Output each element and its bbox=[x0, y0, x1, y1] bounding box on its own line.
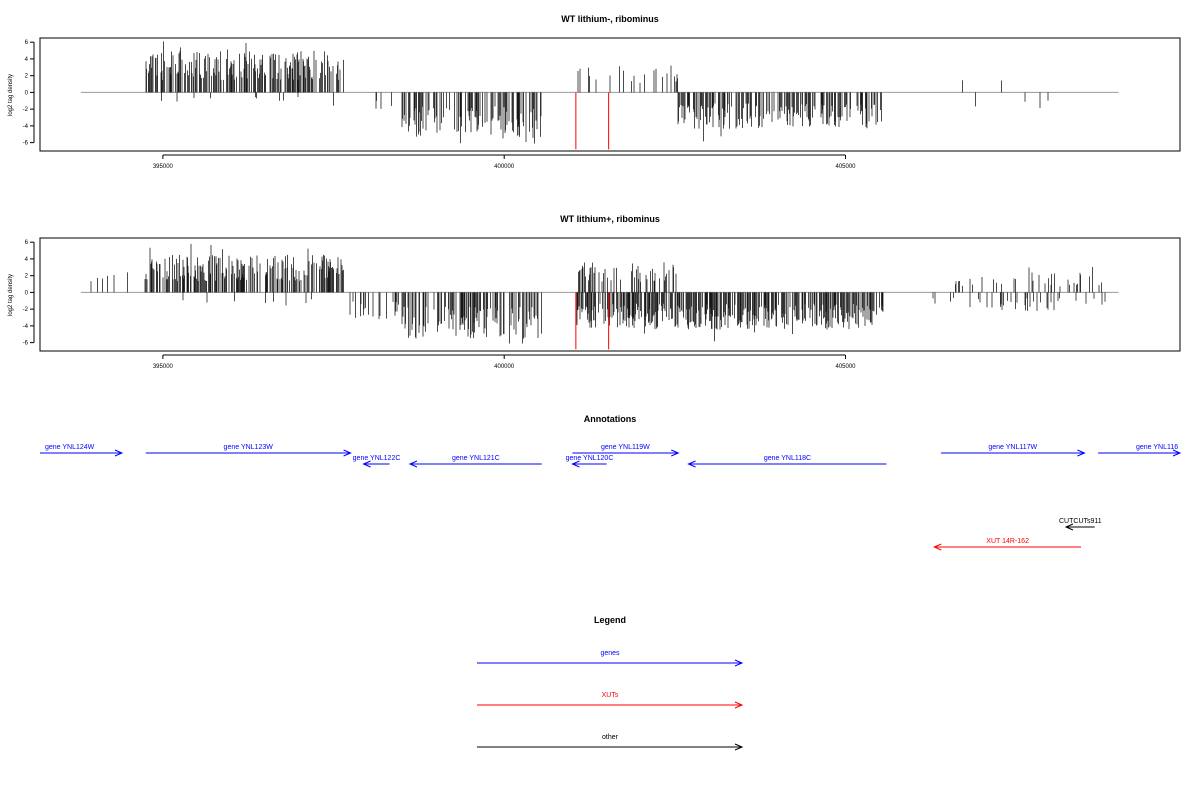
feature-label: gene YNL117W bbox=[988, 444, 1037, 451]
x-tick-label: 405000 bbox=[835, 164, 856, 170]
legend-label: XUTs bbox=[602, 692, 619, 699]
y-tick-label: 2 bbox=[25, 74, 29, 80]
annotation-feature: gene YNL123W bbox=[145, 444, 352, 457]
annotation-feature: gene YNL121C bbox=[408, 455, 542, 468]
marker-lines bbox=[575, 92, 610, 150]
y-axis: -6 -4 -2 0 2 4 6 bbox=[23, 40, 35, 147]
x-tick-label: 395000 bbox=[153, 164, 174, 170]
annotation-feature: XUT 14R-162 bbox=[932, 538, 1082, 551]
annotation-feature: gene YNL118C bbox=[687, 455, 887, 468]
feature-label: gene YNL120C bbox=[566, 455, 614, 462]
feature-arrowhead bbox=[343, 449, 352, 457]
panel-title: WT lithium+, ribominus bbox=[560, 214, 660, 224]
annotation-feature: gene YNL117W bbox=[941, 444, 1086, 457]
feature-arrowhead bbox=[114, 449, 124, 457]
y-axis-label: log2 tag density bbox=[8, 74, 14, 116]
y-tick-label: 6 bbox=[25, 240, 29, 246]
feature-arrowhead bbox=[1077, 449, 1086, 457]
y-tick-label: -6 bbox=[23, 341, 29, 347]
feature-arrowhead bbox=[671, 449, 680, 457]
annotation-feature: gene YNL116 bbox=[1098, 444, 1182, 457]
legend-label: other bbox=[602, 734, 619, 741]
feature-label: gene YNL116 bbox=[1136, 444, 1178, 451]
density-bars bbox=[80, 243, 1119, 344]
y-tick-label: 4 bbox=[25, 57, 29, 63]
feature-arrowhead bbox=[1064, 523, 1074, 531]
annotation-feature: CUTCUTs911 bbox=[1059, 518, 1102, 531]
legend-arrowhead bbox=[734, 659, 744, 667]
feature-label: CUTCUTs911 bbox=[1059, 518, 1102, 525]
plot-frame bbox=[39, 37, 1181, 152]
panel-title: WT lithium-, ribominus bbox=[561, 14, 659, 24]
y-tick-label: 0 bbox=[25, 290, 29, 296]
legend-arrowhead bbox=[734, 743, 744, 751]
legend-label: genes bbox=[600, 650, 620, 657]
plot-frame bbox=[39, 237, 1181, 352]
y-tick-label: -6 bbox=[23, 141, 29, 147]
x-tick-label: 405000 bbox=[835, 364, 856, 370]
density-bars bbox=[80, 41, 1119, 144]
feature-label: gene YNL123W bbox=[224, 444, 274, 451]
annotation-feature: gene YNL122C bbox=[353, 455, 401, 468]
y-tick-label: 4 bbox=[25, 257, 29, 263]
panel-lithium-minus: WT lithium-, ribominus log2 tag density … bbox=[8, 14, 1181, 170]
marker-lines bbox=[575, 292, 610, 350]
legend-items: genes XUTs other bbox=[477, 650, 744, 751]
y-tick-label: -2 bbox=[23, 307, 29, 313]
y-tick-label: -4 bbox=[23, 124, 29, 130]
legend-item: genes bbox=[477, 650, 744, 667]
y-tick-label: 2 bbox=[25, 274, 29, 280]
y-tick-label: -2 bbox=[23, 107, 29, 113]
annotation-feature: gene YNL119W bbox=[572, 444, 680, 457]
feature-arrowhead bbox=[1172, 449, 1182, 457]
annotation-features: gene YNL124W gene YNL123W gene YNL122C gene… bbox=[40, 444, 1182, 551]
panel-lithium-plus: WT lithium+, ribominus log2 tag density … bbox=[8, 214, 1181, 370]
y-tick-label: -4 bbox=[23, 324, 29, 330]
feature-arrowhead bbox=[408, 460, 418, 468]
x-tick-label: 395000 bbox=[153, 364, 174, 370]
annotation-feature: gene YNL120C bbox=[566, 455, 614, 468]
feature-arrowhead bbox=[362, 460, 371, 468]
legend-item: other bbox=[477, 734, 744, 751]
feature-arrowhead bbox=[687, 460, 696, 468]
feature-arrowhead bbox=[571, 460, 580, 468]
x-axis: 395000 400000 405000 bbox=[153, 354, 856, 370]
annotations-track: Annotations gene YNL124W gene YNL123Wgene… bbox=[40, 414, 1182, 551]
feature-label: gene YNL122C bbox=[353, 455, 401, 462]
feature-arrowhead bbox=[932, 543, 942, 551]
y-tick-label: 0 bbox=[25, 90, 29, 96]
x-axis: 395000 400000 405000 bbox=[153, 154, 856, 170]
feature-label: gene YNL118C bbox=[764, 455, 811, 462]
x-tick-label: 400000 bbox=[494, 164, 515, 170]
feature-label: gene YNL121C bbox=[452, 455, 500, 462]
legend-arrowhead bbox=[734, 701, 744, 709]
feature-label: gene YNL119W bbox=[601, 444, 650, 451]
annotations-title: Annotations bbox=[584, 414, 637, 424]
y-tick-label: 6 bbox=[25, 40, 29, 46]
legend-title: Legend bbox=[594, 615, 626, 625]
y-axis-label: log2 tag density bbox=[8, 274, 14, 316]
feature-label: gene YNL124W bbox=[45, 444, 95, 451]
annotation-feature: gene YNL124W bbox=[40, 444, 124, 457]
feature-label: XUT 14R-162 bbox=[986, 538, 1029, 545]
y-axis: -6 -4 -2 0 2 4 6 bbox=[23, 240, 35, 347]
legend: Legend genes XUTs other bbox=[477, 615, 744, 751]
x-tick-label: 400000 bbox=[494, 364, 515, 370]
legend-item: XUTs bbox=[477, 692, 744, 709]
